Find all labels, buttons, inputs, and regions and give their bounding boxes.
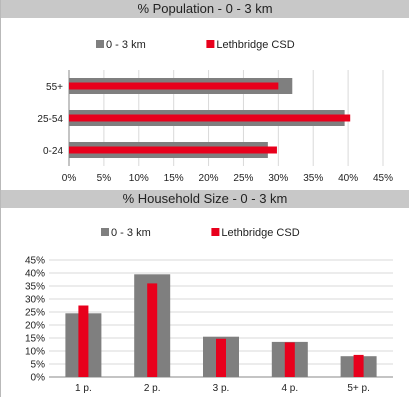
bar-lethbridge-3 p. xyxy=(216,338,226,377)
y-tick-label: 40% xyxy=(25,269,45,280)
population-chart-panel: % Population - 0 - 3 km 0 - 3 km Lethbrid… xyxy=(0,0,409,190)
x-tick-label: 10% xyxy=(129,173,149,184)
legend-swatch-0 xyxy=(101,228,109,236)
x-tick-label: 45% xyxy=(373,173,393,184)
y-tick-label: 30% xyxy=(25,295,45,306)
x-tick-label: 15% xyxy=(164,173,184,184)
x-tick-label: 35% xyxy=(303,173,323,184)
y-tick-label: 0% xyxy=(31,373,46,384)
x-tick-label: 2 p. xyxy=(144,383,161,394)
x-tick-label: 0% xyxy=(62,173,77,184)
bar-lethbridge-25-54 xyxy=(69,114,351,122)
x-tick-label: 5% xyxy=(97,173,112,184)
legend-swatch-1 xyxy=(206,40,215,48)
bar-lethbridge-5+ p. xyxy=(353,354,364,377)
x-tick-label: 1 p. xyxy=(75,383,92,394)
y-tick-label: 15% xyxy=(25,334,45,345)
y-tick-label: 55+ xyxy=(46,82,63,93)
x-tick-label: 3 p. xyxy=(213,383,230,394)
legend-label-0: 0 - 3 km xyxy=(111,227,151,239)
household-chart-panel: % Household Size - 0 - 3 km 0 - 3 km Leth… xyxy=(0,190,409,397)
household-chart-title: % Household Size - 0 - 3 km xyxy=(1,190,409,208)
bar-lethbridge-2 p. xyxy=(147,283,158,377)
y-tick-label: 35% xyxy=(25,282,45,293)
x-tick-label: 20% xyxy=(199,173,219,184)
x-tick-label: 4 p. xyxy=(281,383,298,394)
bar-lethbridge-4 p. xyxy=(284,342,295,377)
legend-label-1: Lethbridge CSD xyxy=(221,227,299,239)
bar-lethbridge-55+ xyxy=(69,82,279,90)
y-tick-label: 5% xyxy=(31,360,46,371)
legend-swatch-1 xyxy=(211,228,220,236)
x-tick-label: 30% xyxy=(268,173,288,184)
y-tick-label: 0-24 xyxy=(43,146,63,157)
x-tick-label: 5+ p. xyxy=(347,383,370,394)
population-chart-title: % Population - 0 - 3 km xyxy=(1,0,409,18)
y-tick-label: 10% xyxy=(25,347,45,358)
legend-label-0: 0 - 3 km xyxy=(106,39,146,51)
legend-swatch-0 xyxy=(96,40,104,48)
population-chart: 0 - 3 km Lethbridge CSD 0% 5% 10% 15% 20% 25% 30… xyxy=(37,39,393,184)
x-tick-label: 40% xyxy=(338,173,358,184)
y-tick-label: 45% xyxy=(25,256,45,267)
y-tick-label: 25-54 xyxy=(37,114,63,125)
bar-lethbridge-1 p. xyxy=(78,305,89,377)
y-tick-label: 25% xyxy=(25,308,45,319)
legend-label-1: Lethbridge CSD xyxy=(216,39,294,51)
household-chart: 0 - 3 km Lethbridge CSD 0% 5% 10% 15% 20% 25% 30… xyxy=(25,227,393,394)
x-tick-label: 25% xyxy=(233,173,253,184)
y-tick-label: 20% xyxy=(25,321,45,332)
bar-lethbridge-0-24 xyxy=(69,146,277,154)
